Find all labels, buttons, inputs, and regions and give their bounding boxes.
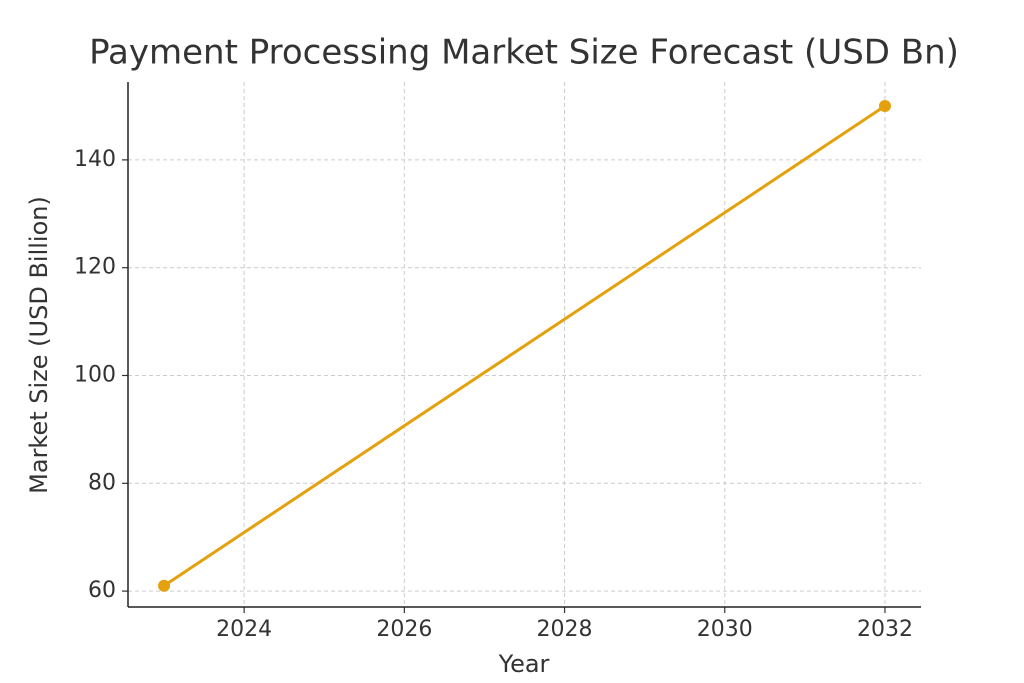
x-axis-label: Year	[498, 650, 550, 678]
x-tick-label: 2028	[537, 617, 593, 642]
line	[163, 104, 886, 587]
y-tick-label: 80	[88, 470, 116, 495]
y-tick-label: 100	[74, 362, 116, 387]
x-tick-label: 2024	[216, 617, 272, 642]
point	[158, 579, 171, 592]
chart-title: Payment Processing Market Size Forecast …	[89, 33, 959, 73]
y-tick-label: 140	[74, 147, 116, 172]
x-tick-label: 2030	[697, 617, 753, 642]
y-axis-label: Market Size (USD Billion)	[25, 196, 53, 494]
y-tick-label: 120	[74, 255, 116, 280]
y-tick-label: 60	[88, 578, 116, 603]
x-tick-label: 2032	[857, 617, 913, 642]
point	[878, 99, 891, 112]
x-tick-label: 2026	[376, 617, 432, 642]
